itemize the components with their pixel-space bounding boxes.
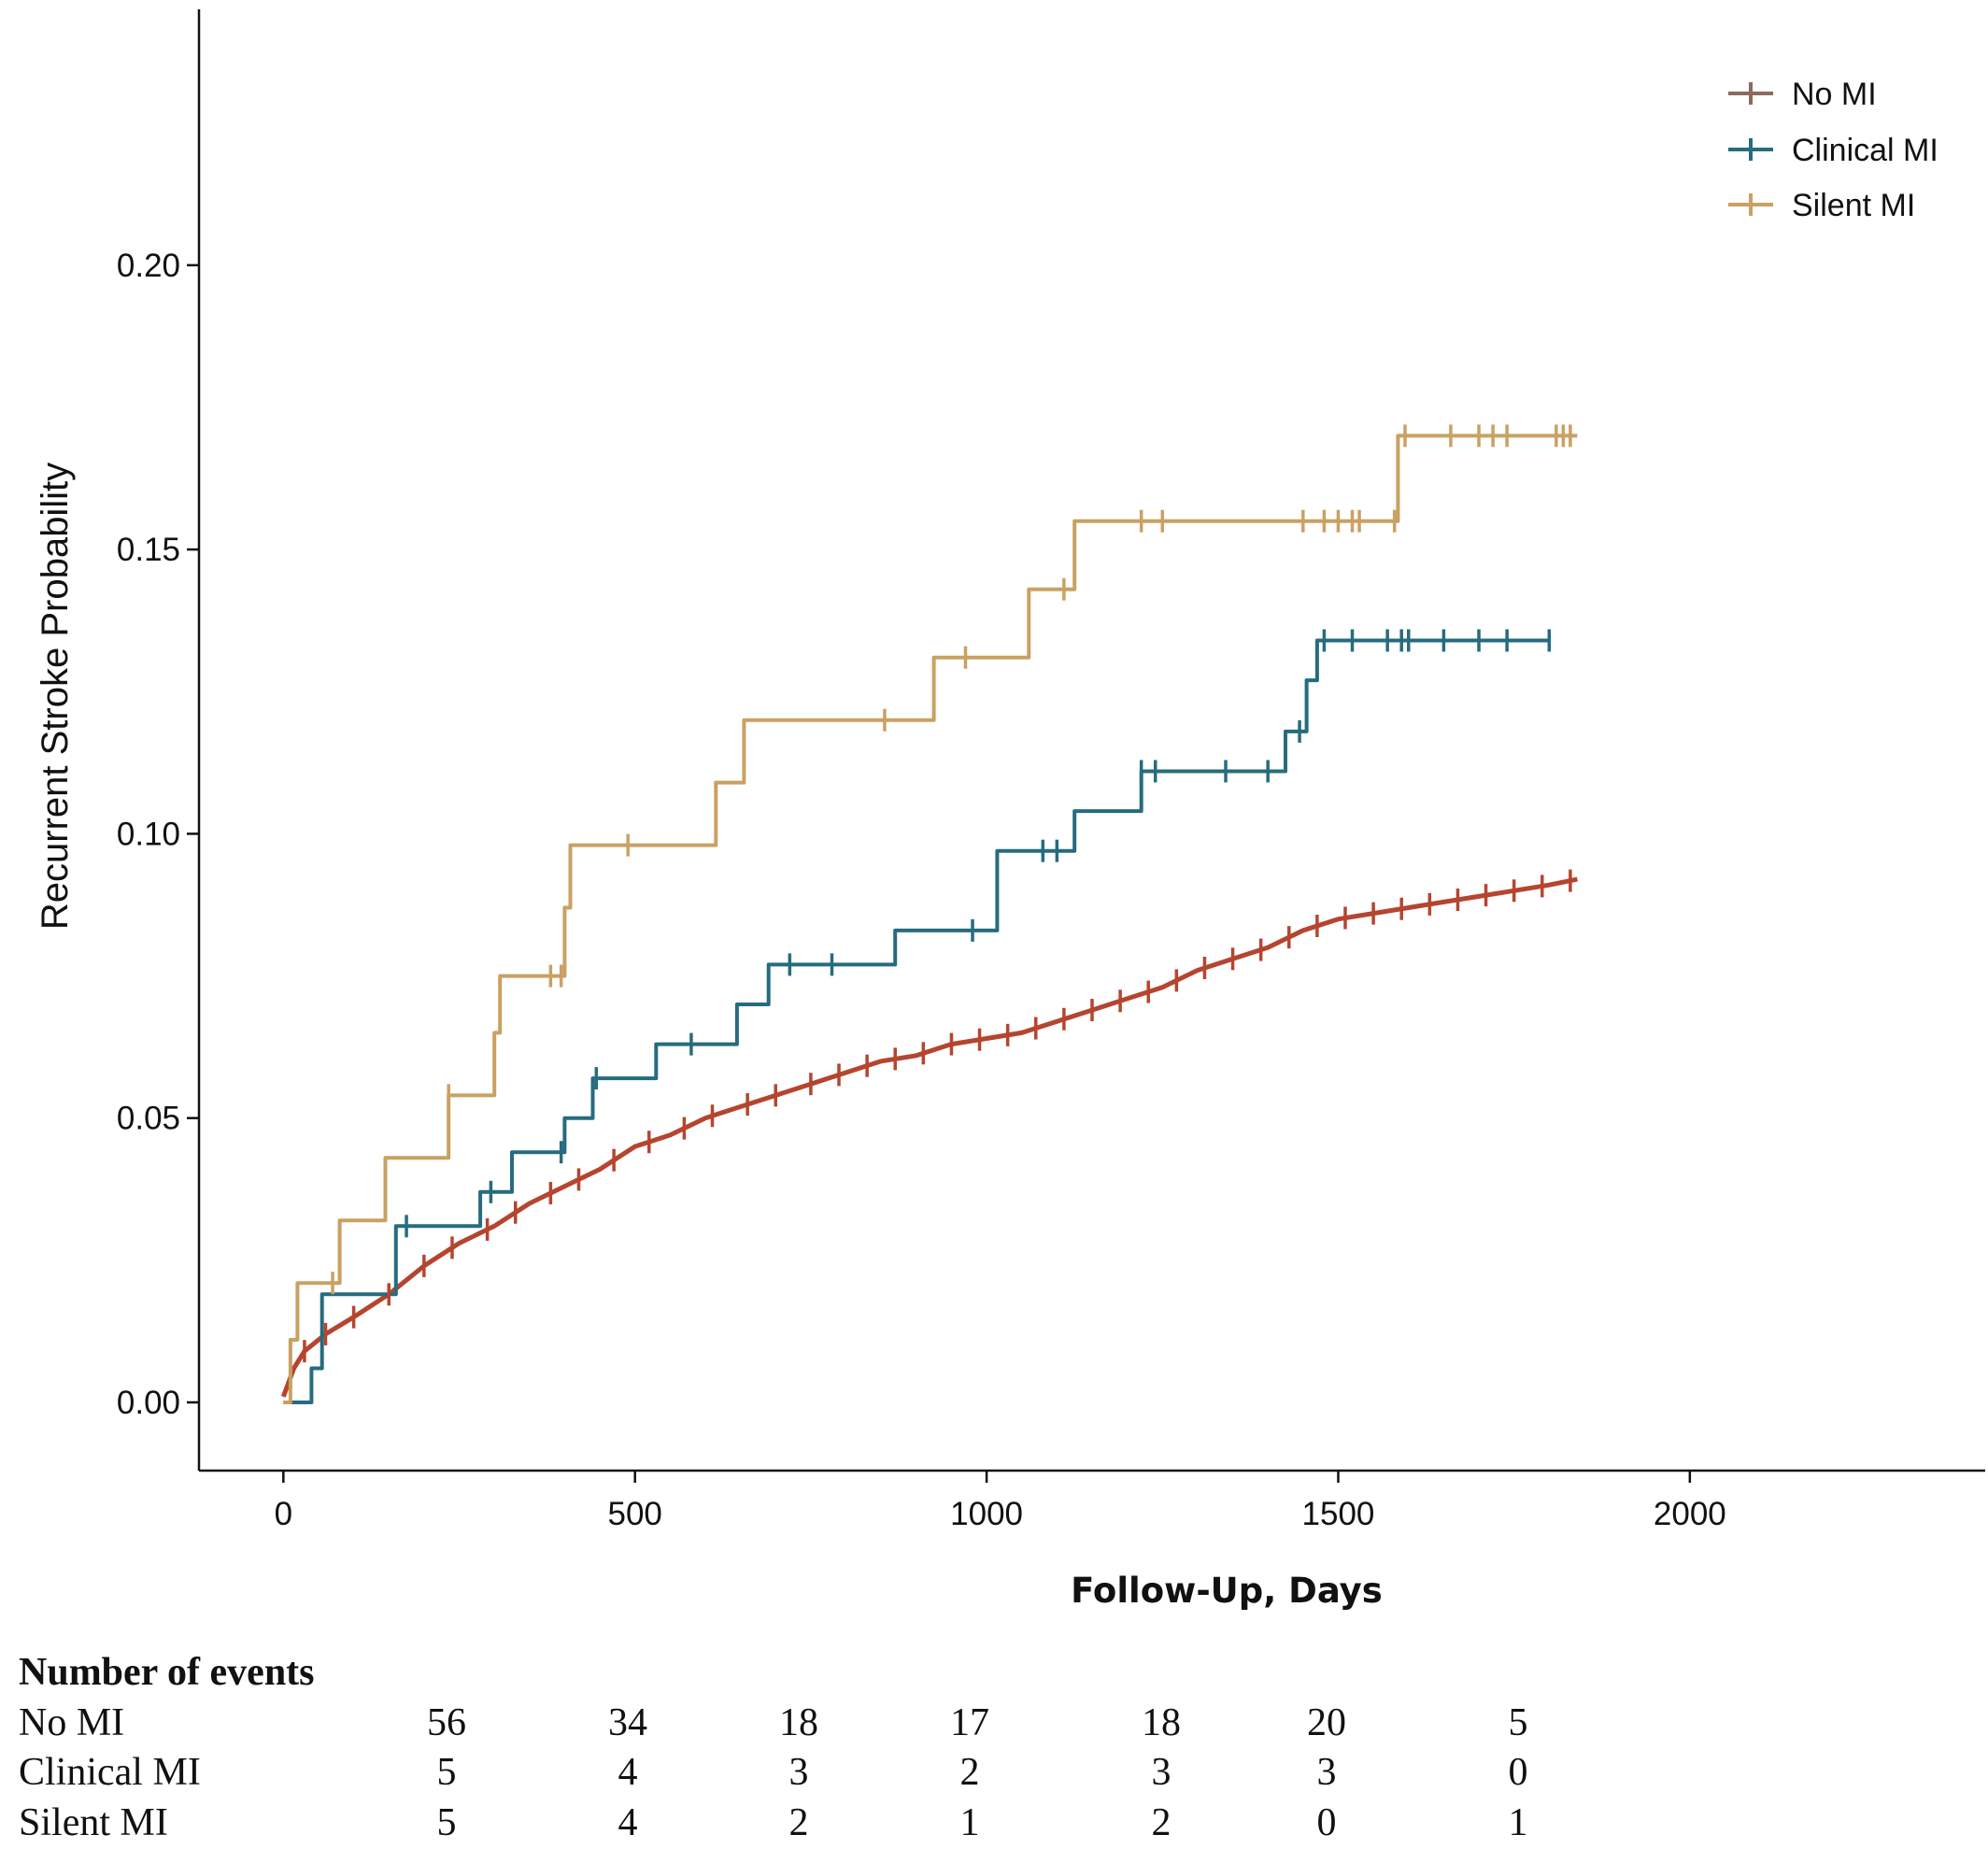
legend: No MI Clinical MI Silent MI [1728,77,1938,223]
legend-item-no-mi: No MI [1728,77,1877,112]
censor-layer [303,424,1572,1363]
risk-cell: 2 [1152,1801,1172,1844]
risk-cell: 5 [437,1801,457,1844]
x-tick-label: 500 [608,1496,662,1532]
series-line-clinical-mi [283,638,1550,1404]
y-tick-label: 0.10 [117,816,180,852]
series-line-silent-mi [283,434,1578,1404]
risk-cell: 1 [960,1801,980,1844]
risk-cell: 0 [1509,1751,1528,1794]
x-tick-label: 0 [275,1496,292,1532]
risk-cell: 18 [1142,1701,1181,1744]
risk-cell: 2 [960,1751,980,1794]
risk-table-title: Number of events [19,1651,315,1694]
x-tick-label: 1500 [1302,1496,1375,1532]
series-layer [280,434,1578,1404]
y-axis-label: Recurrent Stroke Probability [35,462,76,930]
legend-item-clinical-mi: Clinical MI [1728,133,1938,168]
legend-item-silent-mi: Silent MI [1728,188,1915,223]
risk-cell: 5 [437,1751,457,1794]
y-tick-label: 0.20 [117,248,180,284]
risk-cell: 4 [618,1801,638,1844]
risk-row-label: Silent MI [19,1801,168,1844]
legend-label-silent-mi: Silent MI [1792,188,1915,223]
x-tick-label: 2000 [1654,1496,1726,1532]
risk-table: Number of events No MI 56 34 18 17 18 20 5Clini… [19,1651,1528,1844]
y-tick-label: 0.05 [117,1101,180,1137]
risk-cell: 4 [618,1751,638,1794]
risk-cell: 56 [427,1701,466,1744]
risk-cell: 17 [950,1701,989,1744]
x-axis-label: Follow-Up, Days [1071,1571,1383,1611]
risk-cell: 1 [1509,1801,1528,1844]
risk-cell: 3 [1317,1751,1337,1794]
legend-label-clinical-mi: Clinical MI [1792,133,1938,168]
series-line-no-mi [280,876,1578,1398]
risk-row-label: Clinical MI [19,1751,201,1794]
x-ticks: 0 500 1000 1500 2000 [275,1471,1726,1532]
risk-cell: 0 [1317,1801,1337,1844]
y-ticks: 0.00 0.05 0.10 0.15 0.20 [117,248,199,1421]
risk-cell: 18 [779,1701,818,1744]
risk-cell: 20 [1307,1701,1346,1744]
y-tick-label: 0.15 [117,532,180,568]
risk-cell: 3 [789,1751,809,1794]
risk-cell: 3 [1152,1751,1172,1794]
risk-cell: 2 [789,1801,809,1844]
risk-cell: 5 [1509,1701,1528,1744]
legend-label-no-mi: No MI [1792,77,1877,112]
y-tick-label: 0.00 [117,1385,180,1421]
risk-cell: 34 [608,1701,647,1744]
x-tick-label: 1000 [950,1496,1023,1532]
risk-row-label: No MI [19,1701,124,1744]
